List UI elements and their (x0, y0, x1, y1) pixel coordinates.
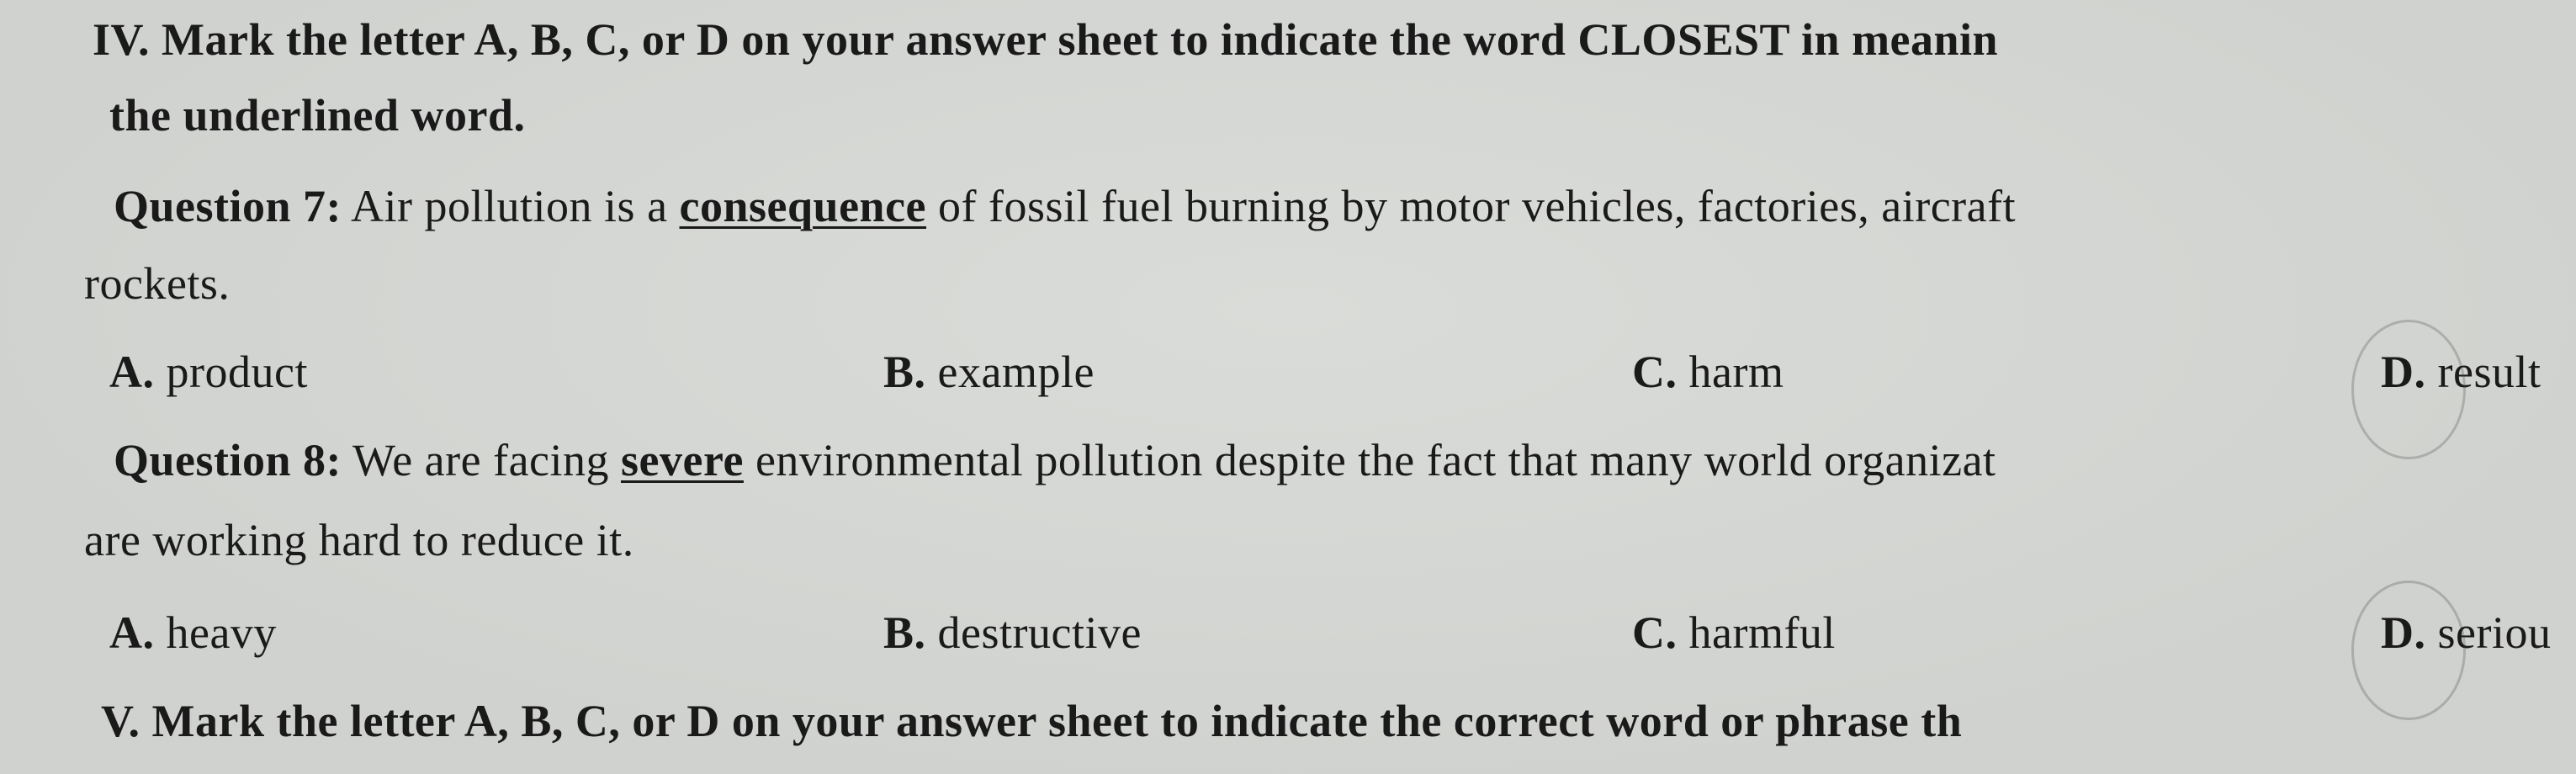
q7-option-a-text: product (167, 347, 308, 397)
q7-text-before: Air pollution is a (342, 181, 680, 231)
q7-line2: rockets. (84, 261, 230, 306)
q7-option-b-letter: B. (883, 347, 926, 397)
q7-option-c-letter: C. (1632, 347, 1678, 397)
q7-text-after: of fossil fuel burning by motor vehicles… (926, 181, 2016, 231)
q7-option-b[interactable]: B. example (883, 349, 1095, 395)
q8-label: Question 8: (114, 435, 342, 485)
q8-option-d-text: seriou (2438, 607, 2552, 658)
q7-option-d[interactable]: D. result (2381, 349, 2541, 395)
q7-option-a-letter: A. (109, 347, 155, 397)
q7-option-d-text: result (2438, 347, 2542, 397)
q7-option-a[interactable]: A. product (109, 349, 308, 395)
q8-option-b[interactable]: B. destructive (883, 610, 1142, 655)
q8-option-c-letter: C. (1632, 607, 1678, 658)
section4-heading-line1: IV. Mark the letter A, B, C, or D on you… (93, 17, 1998, 62)
q8-line1: Question 8: We are facing severe environ… (114, 437, 1996, 483)
q7-line1: Question 7: Air pollution is a consequen… (114, 183, 2016, 229)
q7-label: Question 7: (114, 181, 342, 231)
q7-option-d-letter: D. (2381, 347, 2426, 397)
q8-keyword: severe (621, 435, 744, 485)
q8-line2: are working hard to reduce it. (84, 517, 634, 563)
q8-text-before: We are facing (342, 435, 621, 485)
q8-option-a[interactable]: A. heavy (109, 610, 277, 655)
q8-option-d[interactable]: D. seriou (2381, 610, 2551, 655)
q8-option-a-letter: A. (109, 607, 155, 658)
q7-option-c[interactable]: C. harm (1632, 349, 1784, 395)
q7-keyword: consequence (680, 181, 926, 231)
q8-option-d-letter: D. (2381, 607, 2426, 658)
section5-heading: V. Mark the letter A, B, C, or D on your… (101, 698, 1962, 744)
q7-option-c-text: harm (1689, 347, 1784, 397)
exam-page: IV. Mark the letter A, B, C, or D on you… (0, 0, 2576, 774)
q8-option-c-text: harmful (1689, 607, 1836, 658)
section4-heading-line2: the underlined word. (109, 93, 526, 138)
q7-option-b-text: example (938, 347, 1095, 397)
q8-option-b-text: destructive (938, 607, 1142, 658)
q8-option-c[interactable]: C. harmful (1632, 610, 1836, 655)
q8-option-b-letter: B. (883, 607, 926, 658)
q8-option-a-text: heavy (167, 607, 277, 658)
q8-text-after: environmental pollution despite the fact… (744, 435, 1996, 485)
